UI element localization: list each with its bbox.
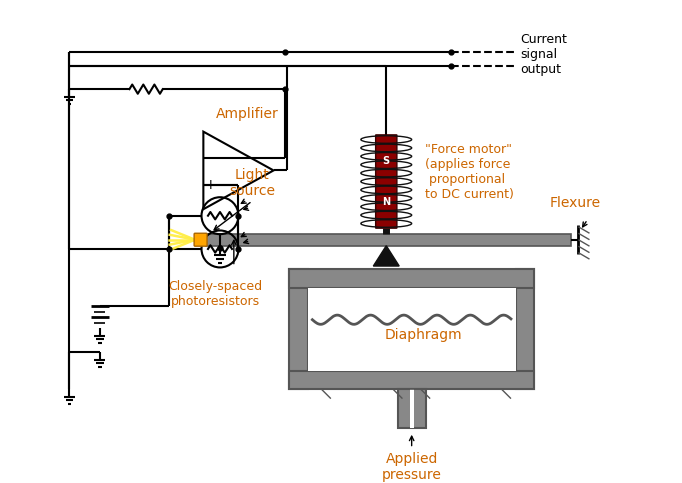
Text: Closely-spaced
photoresistors: Closely-spaced photoresistors bbox=[168, 280, 263, 308]
Text: S: S bbox=[383, 156, 390, 166]
Text: "Force motor"
(applies force
 proportional
to DC current): "Force motor" (applies force proportiona… bbox=[425, 143, 514, 201]
FancyBboxPatch shape bbox=[516, 270, 534, 389]
Text: −: − bbox=[205, 151, 217, 165]
Text: Amplifier: Amplifier bbox=[216, 107, 279, 121]
FancyBboxPatch shape bbox=[289, 270, 534, 288]
FancyBboxPatch shape bbox=[289, 270, 308, 389]
FancyBboxPatch shape bbox=[308, 288, 516, 371]
FancyBboxPatch shape bbox=[289, 371, 534, 389]
Polygon shape bbox=[373, 246, 399, 266]
Text: Current
signal
output: Current signal output bbox=[520, 33, 567, 76]
Text: N: N bbox=[382, 197, 390, 207]
FancyBboxPatch shape bbox=[194, 233, 207, 246]
Text: Flexure: Flexure bbox=[550, 196, 602, 210]
FancyBboxPatch shape bbox=[206, 234, 571, 246]
Text: +: + bbox=[205, 178, 217, 192]
Text: Diaphragm: Diaphragm bbox=[385, 328, 462, 342]
FancyBboxPatch shape bbox=[376, 135, 397, 228]
FancyBboxPatch shape bbox=[410, 389, 413, 428]
FancyBboxPatch shape bbox=[398, 389, 426, 428]
Text: Applied
pressure: Applied pressure bbox=[382, 452, 442, 483]
Text: Light
source: Light source bbox=[229, 168, 276, 198]
